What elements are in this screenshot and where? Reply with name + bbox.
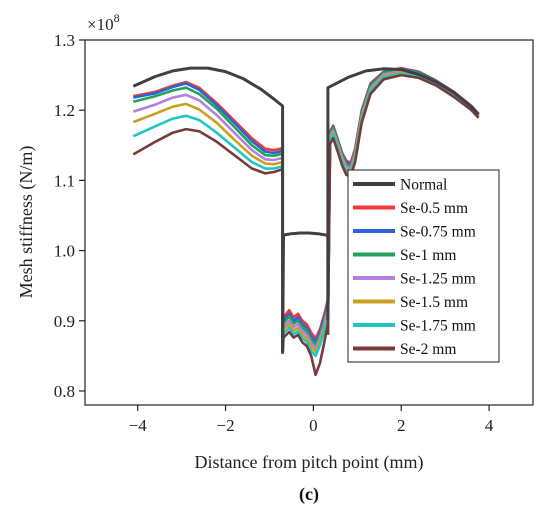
legend: Normal Se-0.5 mm Se-0.75 mm Se-1 mm Se-1.25 … — [347, 169, 500, 363]
y-tick-label: 1.3 — [54, 31, 75, 50]
y-tick-label: 1.1 — [54, 171, 75, 190]
legend-label: Se-1.5 mm — [400, 294, 468, 311]
series-lines — [132, 66, 480, 377]
series-line-segment — [326, 67, 480, 321]
series-line-segment — [132, 86, 284, 351]
x-axis-ticks: −4 −2 0 2 4 — [129, 405, 494, 435]
series-line-segment — [133, 82, 284, 351]
y-axis-label: Mesh stiffness (N/m) — [16, 146, 37, 299]
y-axis-ticks: 0.8 0.9 1.0 1.1 1.2 1.3 — [54, 31, 85, 401]
legend-label: Se-2 mm — [400, 341, 456, 358]
x-tick-label: −2 — [217, 416, 235, 435]
x-tick-label: −4 — [129, 416, 148, 435]
legend-box — [347, 169, 500, 363]
series-normal — [132, 66, 480, 353]
y-multiplier-exponent: 8 — [114, 11, 120, 25]
y-tick-label: 0.9 — [54, 312, 75, 331]
series-se-2-mm — [132, 73, 480, 377]
y-tick-label: 1.2 — [54, 101, 75, 120]
series-line-segment — [132, 66, 285, 353]
legend-label: Se-1 mm — [400, 247, 456, 264]
series-line-segment — [132, 93, 284, 352]
series-line-segment — [132, 102, 284, 353]
x-tick-label: 2 — [397, 416, 406, 435]
y-tick-label: 0.8 — [54, 382, 75, 401]
series-line-segment — [281, 315, 330, 358]
legend-label: Se-1.75 mm — [400, 318, 476, 335]
y-tick-label: 1.0 — [54, 242, 75, 261]
series-line-segment — [133, 80, 284, 349]
x-axis-label: Distance from pitch point (mm) — [195, 452, 424, 473]
legend-label: Se-1.25 mm — [400, 271, 476, 288]
series-line-segment — [132, 114, 284, 354]
x-tick-label: 4 — [485, 416, 494, 435]
series-line-segment — [281, 322, 330, 377]
series-line-segment — [132, 127, 284, 354]
legend-label: Se-0.75 mm — [400, 224, 476, 241]
y-multiplier: ×108 — [87, 11, 120, 34]
legend-label: Se-0.5 mm — [400, 200, 468, 217]
panel-label: (c) — [299, 484, 319, 505]
legend-label: Normal — [400, 177, 447, 194]
x-tick-label: 0 — [309, 416, 318, 435]
series-line-segment — [326, 73, 480, 335]
